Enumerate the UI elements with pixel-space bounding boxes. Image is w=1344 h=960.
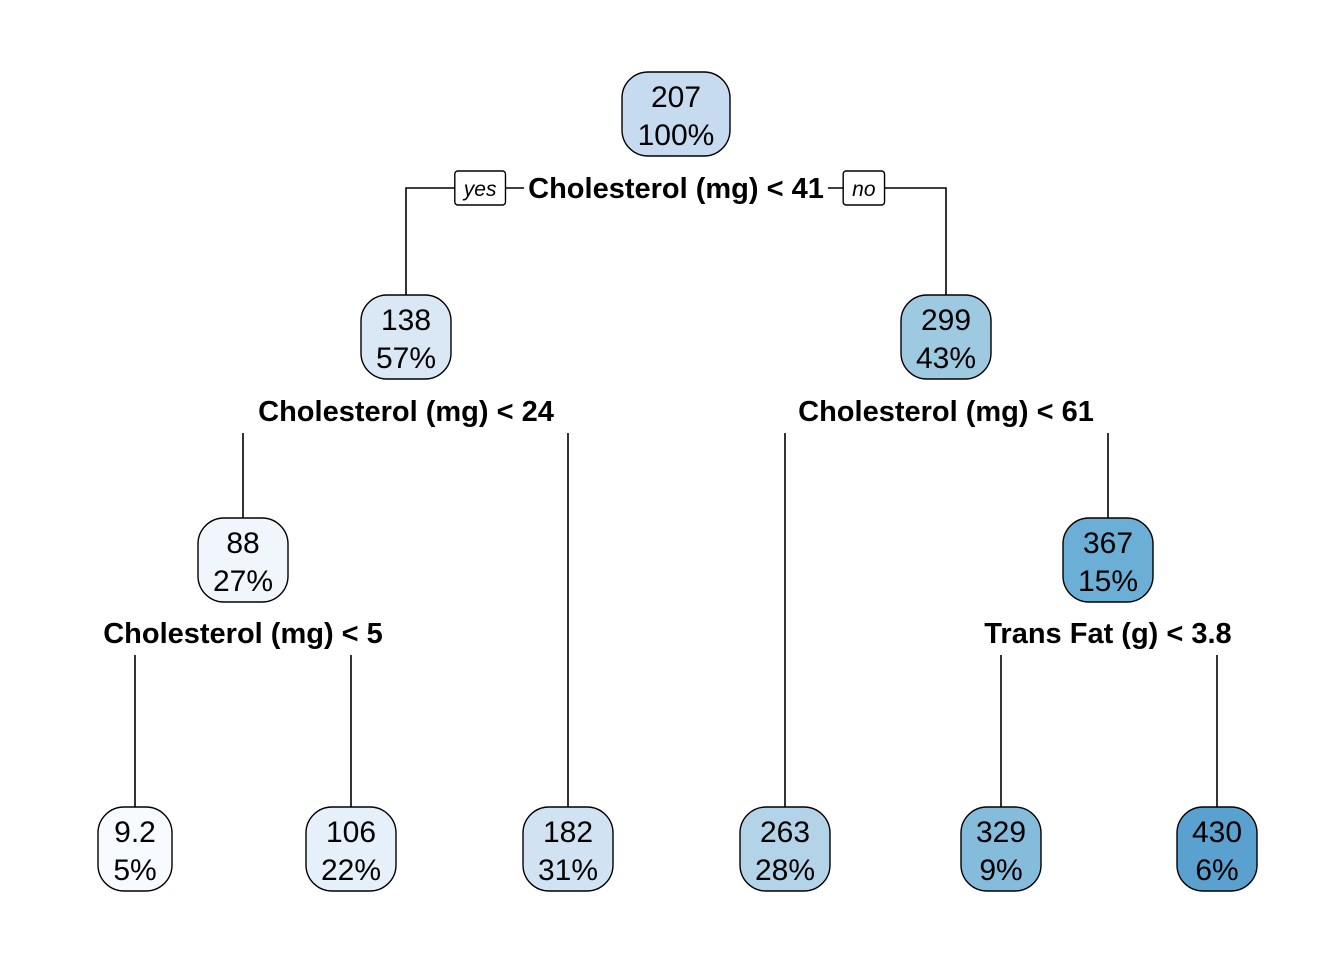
node-percent: 31% [538,854,598,887]
node-value: 329 [976,816,1026,849]
node-value: 207 [651,81,701,114]
split-label-n1: Cholesterol (mg) < 41 [528,173,824,205]
node-box [1062,517,1154,603]
node-percent: 5% [113,854,156,887]
node-percent: 57% [376,342,436,375]
node-value: 9.2 [114,816,156,849]
node-value: 367 [1083,527,1133,560]
node-percent: 15% [1078,565,1138,598]
node-box [360,294,452,380]
split-label-n4: Cholesterol (mg) < 5 [103,618,383,650]
branch-label-no: no [842,170,886,206]
svg-text:yes: yes [462,178,497,201]
node-box [621,71,731,157]
node-box [739,806,831,892]
tree-nodes: 207100%13857%29943%8827%18231%26328%3671… [97,71,1258,892]
split-label-n3: Cholesterol (mg) < 61 [798,396,1094,428]
node-percent: 100% [638,119,715,152]
split-label-n2: Cholesterol (mg) < 24 [258,396,554,428]
tree-node-n8: 9.25% [97,806,173,892]
node-value: 430 [1192,816,1242,849]
node-value: 88 [226,527,259,560]
node-box [1176,806,1258,892]
tree-edges [134,187,1218,807]
node-box [197,517,289,603]
node-percent: 43% [916,342,976,375]
branch-labels: yes no [454,170,886,206]
node-percent: 22% [321,854,381,887]
svg-text:no: no [852,178,876,201]
node-box [900,294,992,380]
node-value: 138 [381,304,431,337]
node-box [305,806,397,892]
node-value: 263 [760,816,810,849]
node-percent: 27% [213,565,273,598]
node-box [522,806,614,892]
branch-label-yes: yes [454,170,507,206]
node-percent: 28% [755,854,815,887]
node-box [97,806,173,892]
node-percent: 9% [979,854,1022,887]
node-value: 182 [543,816,593,849]
node-box [960,806,1042,892]
node-value: 299 [921,304,971,337]
split-labels: Cholesterol (mg) < 41 Cholesterol (mg) < … [103,173,1231,650]
split-label-n7: Trans Fat (g) < 3.8 [984,618,1231,650]
node-value: 106 [326,816,376,849]
tree-node-n1: 207 100% [621,71,731,157]
node-percent: 6% [1195,854,1238,887]
